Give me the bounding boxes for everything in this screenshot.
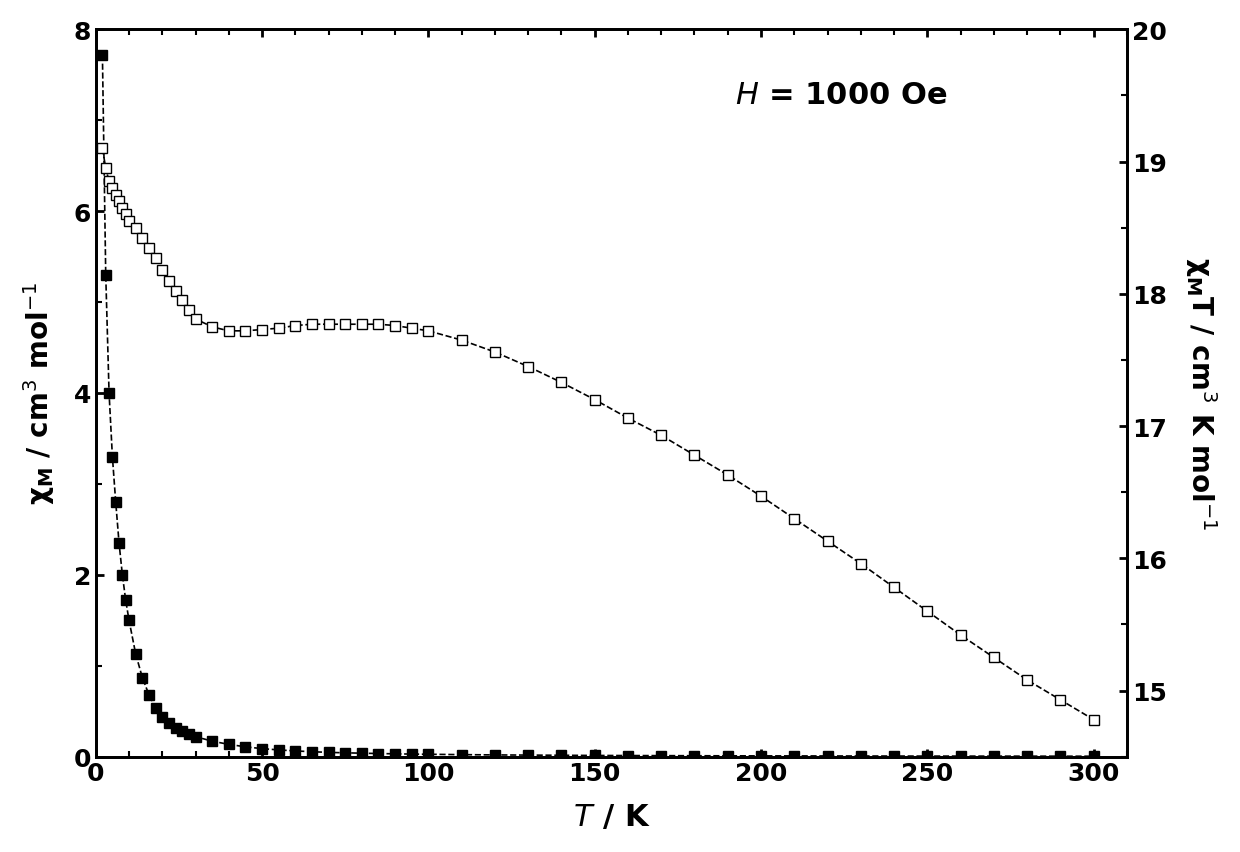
Y-axis label: $\mathbf{\chi_M}$ / cm$^3$ mol$^{-1}$: $\mathbf{\chi_M}$ / cm$^3$ mol$^{-1}$ — [21, 282, 57, 505]
Text: $\mathbf{\mathit{H}}$ = 1000 Oe: $\mathbf{\mathit{H}}$ = 1000 Oe — [735, 81, 947, 110]
X-axis label: $\mathbf{\mathit{T}}$ / K: $\mathbf{\mathit{T}}$ / K — [573, 803, 650, 832]
Y-axis label: $\mathbf{\chi_M T}$ / cm$^3$ K mol$^{-1}$: $\mathbf{\chi_M T}$ / cm$^3$ K mol$^{-1}… — [1183, 257, 1219, 530]
